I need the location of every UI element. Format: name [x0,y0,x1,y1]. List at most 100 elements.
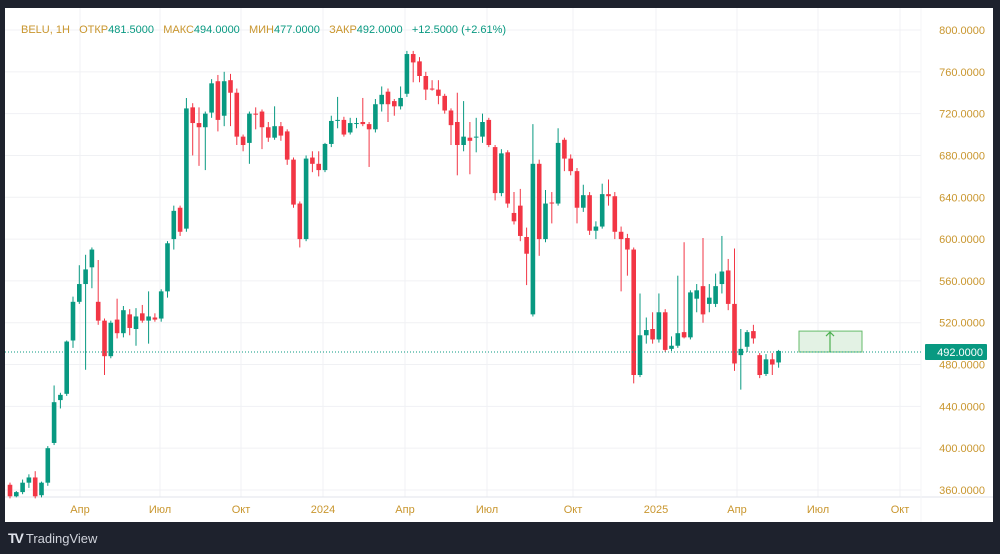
chart-panel[interactable]: Апр Июл Окт 2024 Апр Июл Окт 2025 Апр Июл Окт 360.0… [5,8,993,522]
high-value: 494.0000 [193,24,240,36]
close-value: 492.0000 [356,24,403,36]
candle-body [461,136,466,145]
candle-body [89,249,95,268]
candle-body [152,317,158,320]
x-axis-label: Апр [70,504,89,516]
candle-body [266,127,271,138]
candle-body [341,119,347,135]
candle-body [625,238,630,250]
candle-body [272,126,277,138]
candle-body [146,316,151,321]
candle-body [442,95,447,111]
y-axis-label: 600.0000 [939,234,985,246]
candle-body [650,329,655,340]
x-axis-label: Апр [395,504,414,516]
candle-body [599,194,605,227]
candle-body [555,142,561,204]
candle-body [467,137,473,141]
current-price-badge [925,344,987,360]
candle-body [354,123,359,125]
x-axis-label: Июл [476,504,498,516]
candle-body [694,290,699,299]
candle-body [26,477,32,483]
candle-body [221,81,227,116]
open-label: ОТКР [79,24,109,36]
candle-body [291,159,296,205]
candle-body [140,313,145,321]
candle-body [45,448,51,483]
candle-body [373,104,378,130]
candle-body [505,152,510,204]
candle-body [247,113,252,143]
candle-body [637,335,643,375]
candle-body [310,157,315,164]
candle-body [77,284,82,302]
y-axis-label: 360.0000 [939,485,985,497]
candle-body [713,286,718,304]
candle-body [171,210,177,240]
candle-body [707,297,712,304]
x-axis-label: Апр [727,504,746,516]
candle-body [133,316,139,329]
candle-body [360,122,366,125]
y-axis-label: 760.0000 [939,67,985,79]
candle-body [114,319,120,334]
candle-body [448,110,454,126]
candle-body [379,94,384,105]
candle-body [700,286,706,315]
candlestick-chart[interactable]: Апр Июл Окт 2024 Апр Июл Окт 2025 Апр Июл Окт 360.0… [5,8,993,522]
candle-body [524,237,529,254]
candle-body [656,312,662,340]
low-value: 477.0000 [274,24,320,36]
candle-body [83,269,88,285]
candle-body [719,271,725,285]
candle-body [316,163,321,171]
candle-body [436,89,441,96]
y-axis-label: 440.0000 [939,401,985,413]
tradingview-logo[interactable]: TV TradingView [8,530,97,546]
candle-body [455,122,460,145]
candle-body [215,81,221,120]
candle-body [410,54,416,63]
y-axis-label: 720.0000 [939,109,985,121]
tv-logo-icon: TV [8,530,24,546]
candle-body [744,332,750,347]
candle-body [108,322,114,357]
candle-body [39,482,44,496]
x-axis-label: Июл [807,504,829,516]
candle-body [190,107,195,124]
candle-body [278,126,284,136]
candle-body [253,113,258,115]
ohlc-legend: BELU, 1H ОТКР481.5000 МАКС494.0000 МИН47… [21,24,506,36]
candle-body [322,143,328,171]
y-axis-label: 640.0000 [939,192,985,204]
candle-body [423,76,429,90]
candle-body [644,330,649,336]
y-axis-label: 680.0000 [939,150,985,162]
candle-body [203,113,208,128]
candle-body [499,153,504,194]
candle-body [366,124,372,130]
candle-body [770,359,775,365]
candle-body [240,136,246,145]
candle-body [492,147,498,194]
x-axis-label: 2024 [311,504,335,516]
candle-body [480,122,485,137]
symbol-label: BELU, 1H [21,24,70,36]
candle-body [398,97,403,107]
candle-body [631,249,636,375]
x-axis-label: 2025 [644,504,668,516]
candle-body [776,350,781,363]
candle-body [64,341,69,394]
candle-body [329,120,334,144]
arrow-up-icon [825,331,835,352]
candle-body [102,320,107,357]
brand-name: TradingView [25,530,98,546]
candle-body [121,310,126,334]
candle-body [196,123,202,128]
candle-body [568,158,573,172]
candle-body [543,203,548,240]
candle-body [688,292,693,338]
candle-body [284,131,290,160]
candle-body [32,477,38,497]
